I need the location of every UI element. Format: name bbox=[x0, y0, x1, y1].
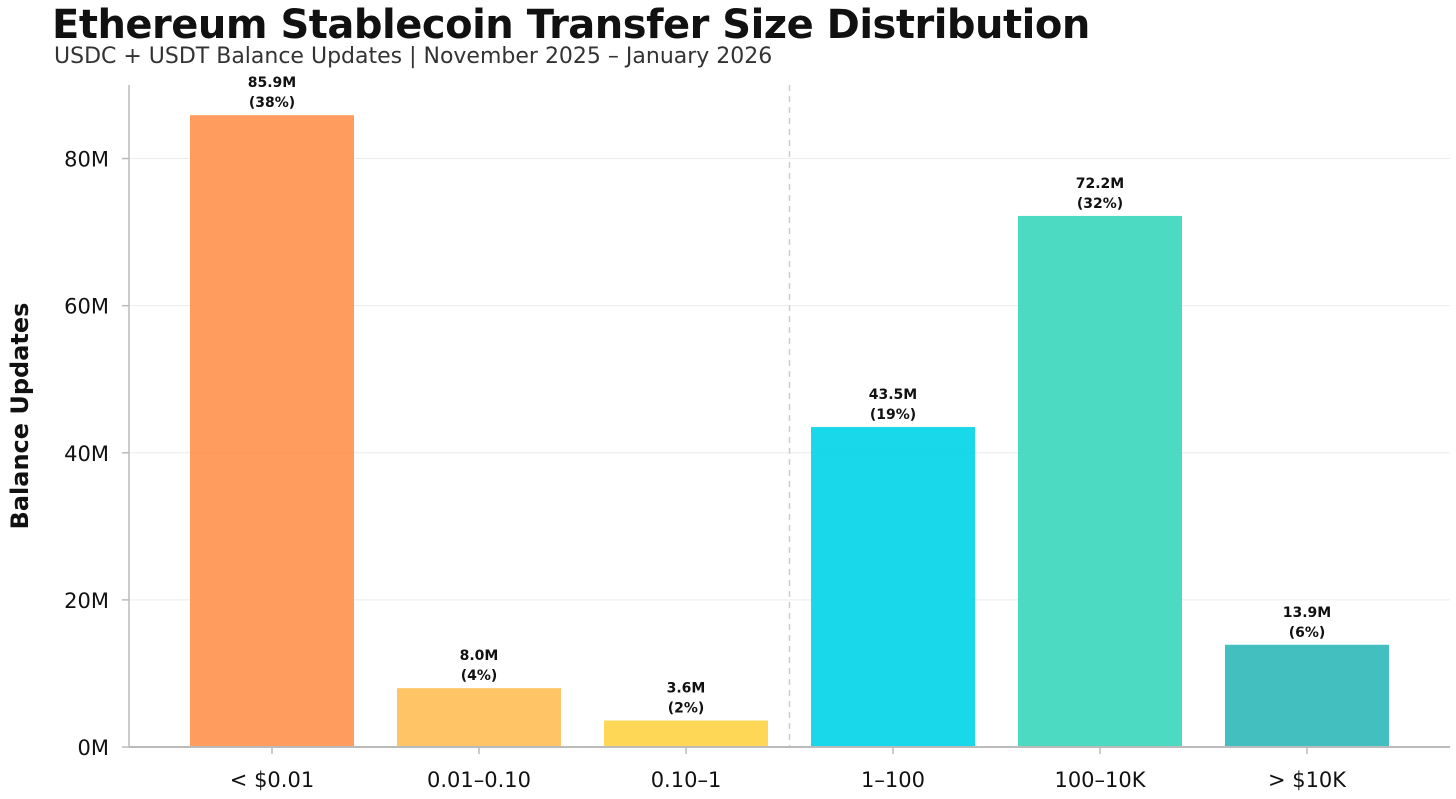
value-label: 85.9M bbox=[248, 75, 296, 91]
bar bbox=[604, 720, 768, 747]
bar bbox=[1225, 644, 1389, 747]
percent-label: (19%) bbox=[870, 407, 916, 423]
chart-title: Ethereum Stablecoin Transfer Size Distri… bbox=[52, 2, 1090, 48]
y-tick-label: 40M bbox=[64, 442, 109, 466]
x-tick-label: > $10K bbox=[1268, 768, 1347, 792]
bars bbox=[190, 115, 1389, 747]
x-tick-label: 100–10K bbox=[1054, 768, 1146, 792]
bar bbox=[190, 115, 354, 747]
value-label: 43.5M bbox=[869, 387, 917, 403]
percent-label: (6%) bbox=[1289, 625, 1326, 641]
percent-label: (38%) bbox=[249, 95, 295, 111]
data-labels: 85.9M (38%) 8.0M (4%) 3.6M (2%) 43.5M (19%) 72.2… bbox=[248, 75, 1331, 716]
y-tick-label: 0M bbox=[78, 736, 109, 760]
x-tick-label: 0.01–0.10 bbox=[427, 768, 531, 792]
percent-label: (2%) bbox=[668, 701, 705, 717]
value-label: 13.9M bbox=[1283, 605, 1331, 621]
y-tick-label: 60M bbox=[64, 295, 109, 319]
x-tick-labels: < $0.01 0.01–0.10 0.10–1 1–100 100–10K > $10K bbox=[230, 768, 1347, 792]
percent-label: (32%) bbox=[1077, 196, 1123, 212]
value-label: 3.6M bbox=[667, 681, 706, 697]
bar bbox=[397, 688, 561, 747]
y-tick-label: 20M bbox=[64, 589, 109, 613]
percent-label: (4%) bbox=[461, 668, 498, 684]
bar bbox=[1018, 215, 1182, 747]
value-label: 8.0M bbox=[460, 648, 499, 664]
value-label: 72.2M bbox=[1076, 176, 1124, 192]
x-tick-label: 0.10–1 bbox=[651, 768, 722, 792]
x-tick-label: 1–100 bbox=[861, 768, 925, 792]
y-tick-label: 80M bbox=[64, 148, 109, 172]
y-tick-labels: 0M 20M 40M 60M 80M bbox=[64, 148, 109, 760]
x-tick-label: < $0.01 bbox=[230, 768, 314, 792]
chart-subtitle: USDC + USDT Balance Updates | November 2… bbox=[54, 44, 773, 69]
bar bbox=[811, 427, 975, 747]
y-axis-label: Balance Updates bbox=[6, 303, 34, 530]
axes bbox=[122, 85, 1450, 754]
